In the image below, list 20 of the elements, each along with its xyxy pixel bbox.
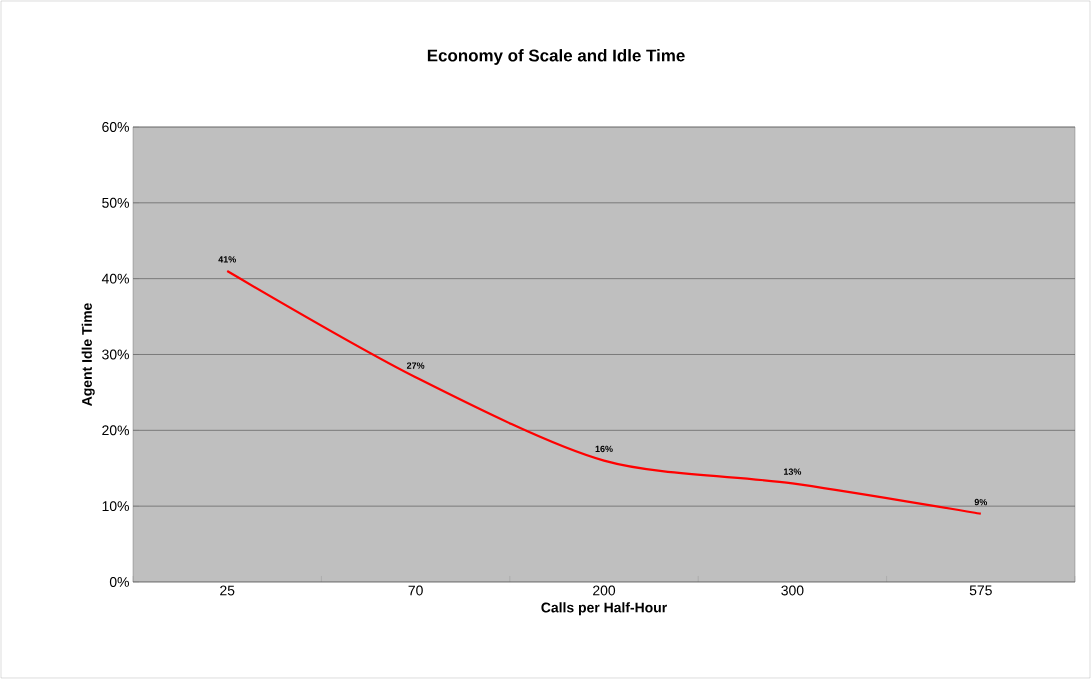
x-tick-label: 70: [408, 585, 423, 596]
x-tick-label: 25: [220, 585, 235, 596]
x-tick-label: 575: [969, 585, 992, 596]
data-label: 16%: [595, 445, 613, 453]
y-tick-label: 50%: [102, 197, 129, 208]
y-axis-title: Agent Idle Time: [81, 303, 95, 406]
data-label: 41%: [218, 256, 236, 263]
y-tick-label: 60%: [102, 122, 129, 132]
y-tick-label: 20%: [102, 425, 129, 436]
y-tick-label: 0%: [109, 577, 129, 587]
data-label: 9%: [974, 498, 988, 506]
x-axis-title: Calls per Half-Hour: [541, 602, 667, 616]
data-label: 27%: [406, 362, 425, 369]
data-label: 13%: [784, 468, 802, 475]
x-tick-label: 200: [593, 585, 616, 596]
y-tick-label: 10%: [102, 501, 129, 512]
chart-title: Economy of Scale and Idle Time: [427, 49, 685, 65]
y-tick-label: 30%: [102, 349, 129, 360]
x-tick-label: 300: [781, 585, 804, 596]
y-tick-label: 40%: [101, 273, 129, 284]
